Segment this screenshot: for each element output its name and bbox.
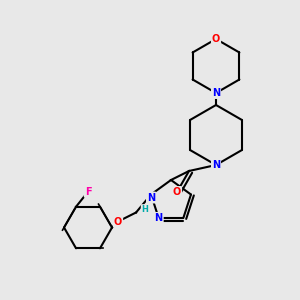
Text: O: O	[114, 217, 122, 226]
Text: N: N	[212, 88, 220, 98]
Text: H: H	[142, 205, 148, 214]
Text: N: N	[147, 193, 155, 202]
Text: N: N	[154, 213, 163, 223]
Text: F: F	[85, 187, 91, 197]
Text: O: O	[212, 34, 220, 44]
Text: N: N	[212, 160, 220, 170]
Text: O: O	[173, 187, 181, 197]
